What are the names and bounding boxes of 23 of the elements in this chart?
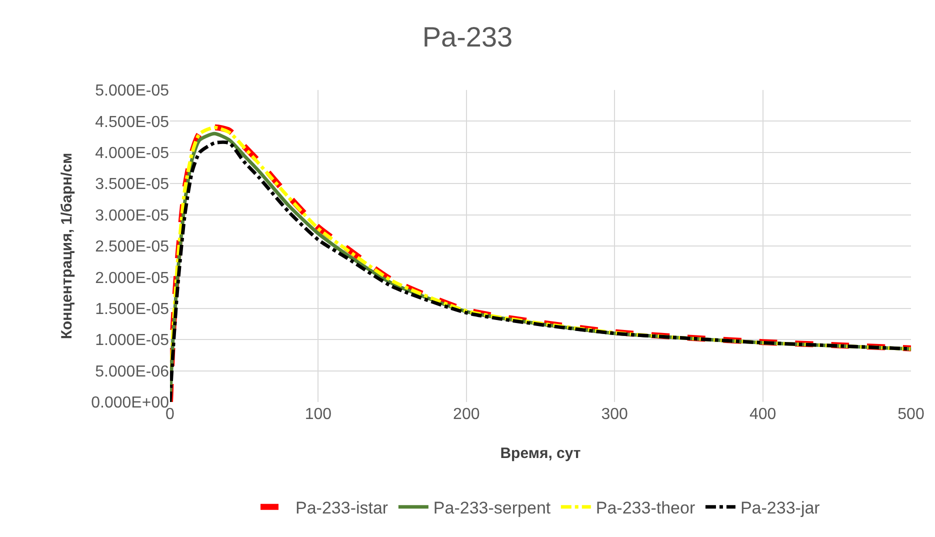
y-tick-label: 3.500E-05 (95, 176, 170, 194)
legend-label: Pa-233-serpent (433, 498, 551, 518)
x-axis-title: Время, сут (500, 445, 581, 462)
x-tick-label: 500 (898, 406, 924, 423)
legend-label: Pa-233-istar (296, 498, 388, 518)
y-tick-label: 3.000E-05 (95, 207, 170, 224)
y-tick-label: 4.500E-05 (95, 114, 170, 131)
y-axis-title: Концентрация, 1/барн/см (58, 152, 76, 340)
chart-title: Pa-233 (422, 21, 513, 52)
x-tick-label: 200 (453, 406, 480, 423)
x-tick-label: 300 (601, 406, 628, 423)
y-tick-label: 1.000E-05 (95, 332, 170, 350)
y-tick-label: 2.500E-05 (95, 238, 170, 256)
y-tick-label: 5.000E-05 (95, 82, 170, 100)
y-tick-label: 5.000E-06 (95, 363, 170, 380)
y-tick-label: 4.000E-05 (95, 145, 170, 162)
x-tick-label: 100 (304, 406, 332, 423)
y-tick-label: 2.000E-05 (95, 270, 170, 287)
legend-label: Pa-233-theor (596, 498, 696, 518)
x-tick-label: 0 (166, 406, 175, 423)
legend-label: Pa-233-jar (740, 498, 820, 518)
x-tick-label: 400 (749, 406, 776, 423)
y-tick-label: 1.500E-05 (95, 301, 170, 318)
